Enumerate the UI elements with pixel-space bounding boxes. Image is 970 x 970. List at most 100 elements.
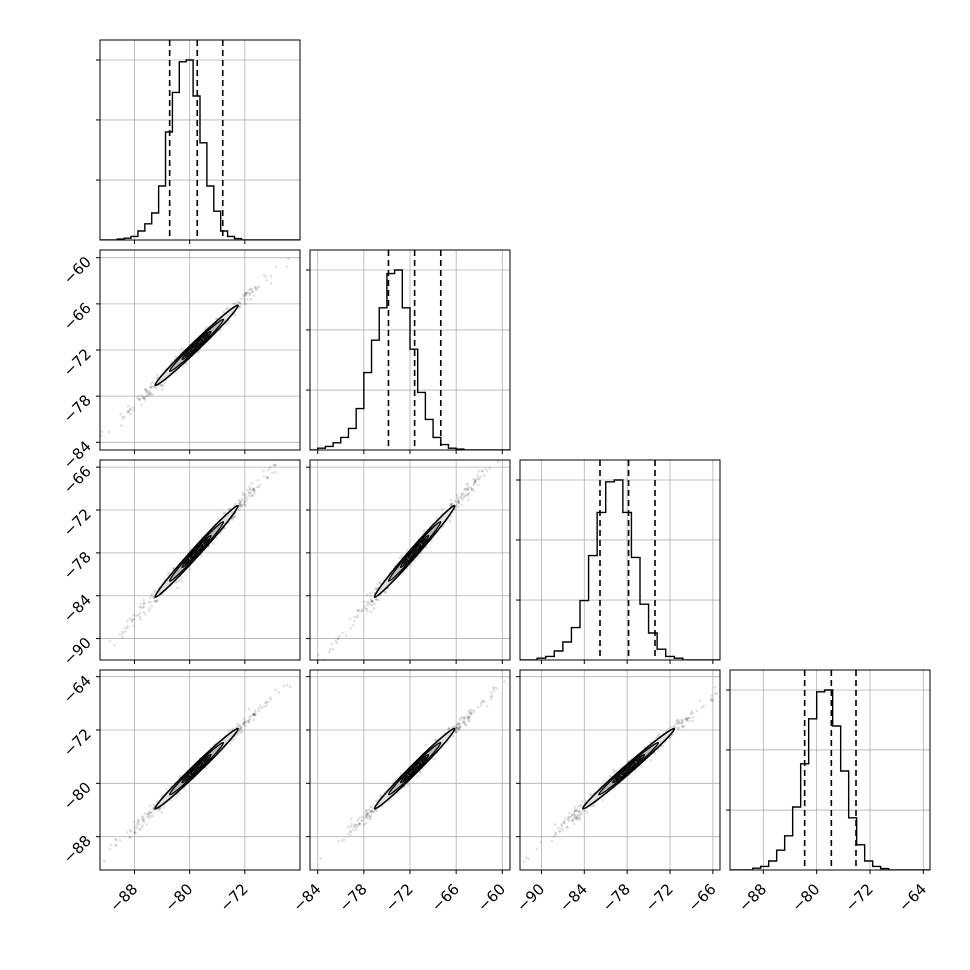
sample-point [601,798,604,802]
sample-point [367,601,371,604]
sample-point [245,724,248,728]
sample-point [250,290,253,294]
sample-point [239,504,242,507]
sample-point [243,294,247,298]
sample-point [691,716,695,719]
sample-point [553,831,557,835]
sample-point [425,546,428,550]
sample-point [468,711,471,715]
sample-point [239,727,242,731]
sample-point [503,454,506,457]
sample-point [489,695,492,698]
sample-point [452,725,455,729]
sample-point [684,717,688,720]
sample-point [450,502,453,505]
sample-point [336,637,340,640]
sample-point [469,711,473,715]
sample-point [451,734,455,738]
density-peak [635,756,643,764]
sample-point [269,698,273,701]
sample-point [156,373,159,377]
sample-point [163,381,167,385]
sample-point [319,856,322,860]
sample-point [349,830,353,834]
sample-point [159,383,163,387]
x-tick-label: −84 [556,880,591,915]
density-peak [614,774,622,782]
sample-point [474,478,478,481]
sample-point [239,302,243,306]
sample-point [585,811,589,814]
sample-point [274,470,277,474]
sample-point [151,385,154,388]
sample-point [572,815,576,819]
panel-frame [519,459,721,661]
sample-point [250,288,253,291]
sample-point [113,644,116,647]
sample-point [457,728,461,732]
sample-point [285,265,288,268]
sample-point [711,699,715,702]
sample-point [247,707,251,711]
sample-point [238,724,241,728]
sample-point [269,274,273,278]
sample-point [715,692,718,695]
sample-point [252,713,256,716]
sample-point [247,494,251,498]
sample-point [253,712,257,716]
sample-point [150,811,153,814]
sample-point [579,804,583,808]
sample-point [470,712,474,715]
sample-point [375,587,379,590]
sample-point [460,495,463,499]
sample-point [564,817,567,820]
sample-point [242,503,246,507]
sample-point [681,725,684,729]
sample-point [145,812,149,816]
sample-point [180,578,183,582]
sample-point [148,607,152,610]
sample-point [253,285,257,288]
sample-point [177,579,181,582]
x-tick-label: −78 [336,880,371,915]
sample-point [370,599,373,603]
sample-point [467,720,470,723]
sample-point [142,819,145,822]
sample-point [581,809,585,813]
sample-point [365,607,368,610]
sample-point [466,716,470,720]
panel-frame [99,459,301,661]
sample-point [109,843,113,846]
sample-point [165,788,169,791]
sample-point [243,500,247,503]
sample-point [249,292,252,295]
sample-point [465,482,469,485]
sample-point [352,828,355,831]
sample-point [145,390,149,394]
sample-point [251,290,255,294]
sample-point [458,726,462,729]
sample-point [282,451,285,454]
sample-point [108,847,112,851]
sample-point [238,301,241,305]
sample-point [365,600,369,604]
density-peak [193,765,201,773]
sample-point [433,738,437,742]
sample-point [463,716,467,719]
scatter-panel-3-1: −84 −78 −72 −66 −60 [289,669,511,915]
y-tick-label: −66 [60,299,95,334]
sample-point [127,410,130,414]
y-tick-label: −72 [60,345,95,380]
sample-point [525,856,528,859]
sample-point [365,812,368,816]
sample-point [466,492,470,496]
sample-point [121,415,124,418]
sample-point [328,647,332,651]
sample-point [374,809,378,812]
sample-point [580,803,583,806]
sample-point [467,485,470,489]
sample-point [182,365,186,368]
y-tick-label: −66 [60,462,95,497]
sample-point [574,814,578,817]
density-peak [183,350,191,358]
